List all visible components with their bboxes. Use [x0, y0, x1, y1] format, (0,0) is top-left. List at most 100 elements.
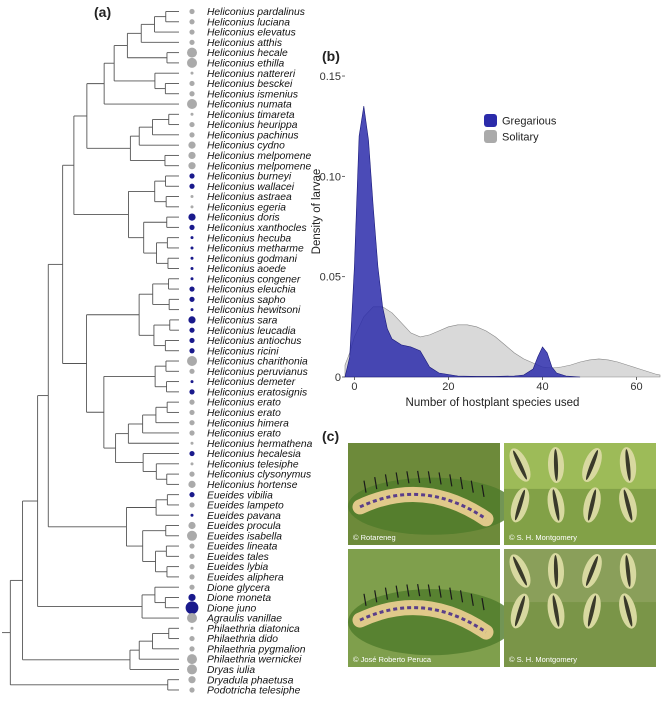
tip-dot	[189, 286, 195, 292]
tip-label: Heliconius timareta	[207, 110, 295, 121]
tip-label: Heliconius cydno	[207, 141, 285, 152]
tip-dot	[189, 39, 195, 45]
tip-label: Heliconius leucadia	[207, 326, 296, 337]
tip-label: Heliconius atthis	[207, 38, 282, 49]
tip-label: Heliconius elevatus	[207, 28, 296, 39]
tip-label: Dione juno	[207, 603, 257, 614]
tip-dot	[189, 543, 195, 549]
tip-label: Heliconius godmani	[207, 254, 298, 265]
tip-dot	[189, 173, 195, 179]
tip-dot	[188, 316, 196, 324]
density-areas	[344, 106, 661, 378]
caterpillar-spine	[363, 480, 367, 493]
x-tick-label: 40	[536, 381, 548, 393]
tip-label: Heliconius heurippa	[207, 120, 298, 131]
tip-dot	[190, 380, 194, 384]
tip-dot	[189, 183, 195, 189]
tip-label: Heliconius eleuchia	[207, 285, 296, 296]
tip-label: Heliconius numata	[207, 100, 292, 111]
x-tick-label: 20	[442, 381, 454, 393]
tip-label: Heliconius peruvianus	[207, 367, 308, 378]
tip-dot	[189, 19, 195, 25]
tip-label: Dryas iulia	[207, 665, 255, 676]
caterpillar-spine	[406, 471, 410, 484]
caterpillar-stripe	[512, 556, 528, 586]
x-tick-label: 0	[351, 381, 357, 393]
y-tick-label: 0	[335, 372, 341, 384]
tip-label: Eueides pavana	[207, 511, 281, 522]
caterpillar-stripe	[514, 595, 526, 627]
caterpillar-stripe	[587, 489, 597, 521]
tip-label: Heliconius sara	[207, 316, 278, 327]
y-tick-label: 0.15	[320, 71, 341, 83]
tip-label: Philaethria pygmalion	[207, 644, 306, 655]
tip-dot	[190, 626, 194, 630]
tip-label: Heliconius telesiphe	[207, 459, 299, 470]
photo-credit: © José Roberto Peruca	[353, 655, 432, 664]
tip-dot	[188, 521, 196, 530]
tip-dot	[190, 441, 194, 445]
caterpillar-spine	[374, 477, 378, 490]
tip-label: Heliconius ismenius	[207, 89, 298, 100]
tip-dot	[189, 327, 195, 333]
tip-label: Heliconius pachinus	[207, 130, 299, 141]
larvae-photo: © Rotareneg	[348, 443, 516, 545]
caterpillar-stripe	[585, 450, 599, 480]
tip-dot	[189, 368, 195, 374]
caterpillar-stripe	[359, 492, 487, 521]
tip-dot	[190, 195, 194, 199]
y-axis-label: Density of larvae	[311, 169, 323, 255]
tip-dot	[187, 99, 197, 110]
tip-dot	[190, 462, 194, 466]
tip-dot	[190, 205, 194, 209]
tip-dot	[189, 502, 195, 508]
gregarious-density-area	[344, 106, 581, 378]
photo-credit: © S. H. Montgomery	[509, 655, 577, 664]
tip-dot	[189, 348, 195, 354]
tip-label: Podotricha telesiphe	[207, 686, 301, 697]
tip-dot	[189, 635, 195, 642]
tip-dot	[189, 224, 195, 230]
tip-label: Heliconius xanthocles	[207, 223, 307, 234]
caterpillar-stripe	[553, 449, 559, 481]
tip-label: Philaethria wernickei	[207, 655, 302, 666]
tip-label: Heliconius doris	[207, 213, 280, 224]
tip-label: Heliconius burneyi	[207, 172, 292, 183]
y-tick-label: 0.05	[320, 272, 341, 284]
caterpillar-spine	[395, 472, 399, 485]
caterpillar-spine	[395, 585, 399, 598]
photo-credit: © S. H. Montgomery	[509, 533, 577, 542]
tip-dot	[187, 356, 197, 367]
photo-credit: © Rotareneg	[353, 533, 396, 542]
tip-label: Heliconius melpomene	[207, 151, 311, 162]
tip-label: Heliconius astraea	[207, 192, 292, 203]
tip-dot	[189, 296, 195, 302]
caterpillar-spine	[449, 587, 453, 600]
tip-label: Heliconius hecale	[207, 48, 288, 59]
tip-dot	[189, 29, 195, 35]
caterpillar-spine	[384, 474, 389, 487]
tip-label: Heliconius ricini	[207, 346, 279, 357]
tip-label: Heliconius pardalinus	[207, 7, 305, 18]
tip-label: Heliconius charithonia	[207, 357, 308, 368]
tip-label: Eueides tales	[207, 552, 269, 563]
x-axis-label: Number of hostplant species used	[406, 397, 580, 409]
tip-dot	[189, 409, 195, 416]
caterpillar-spine	[374, 590, 378, 603]
tip-label: Heliconius metharme	[207, 244, 304, 255]
tip-dot	[190, 112, 194, 116]
tip-label: Heliconius hecuba	[207, 233, 291, 244]
tip-label: Dione glycera	[207, 583, 270, 594]
tip-label: Heliconius hewitsoni	[207, 305, 301, 316]
tip-label: Eueides lampeto	[207, 501, 284, 512]
tip-dot	[188, 151, 196, 160]
caterpillar-stripe	[514, 489, 526, 521]
caterpillar-spine	[406, 584, 410, 597]
tip-label: Philaethria diatonica	[207, 624, 300, 635]
tip-dot	[189, 450, 195, 457]
caterpillar-spine	[459, 477, 464, 490]
caterpillar-spine	[438, 472, 442, 485]
tip-dot	[190, 236, 194, 240]
